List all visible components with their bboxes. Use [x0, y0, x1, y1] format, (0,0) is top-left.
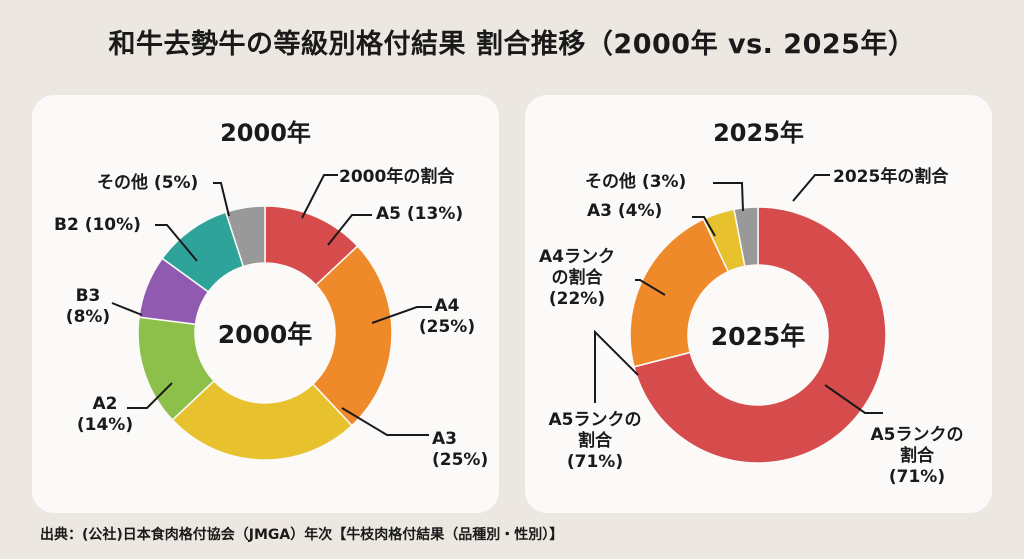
- donut-chart-2000: 2000年 2000年の割合 A5 (13%) A4 (25%) A3 (25%) A2 (14…: [54, 166, 488, 470]
- data-label-A2: A2 (14%): [77, 394, 133, 435]
- leader-line: [713, 182, 744, 212]
- panel-title-2000: 2000年: [220, 119, 311, 147]
- slice-A4-2025年: [629, 218, 730, 368]
- leader-line: [692, 216, 716, 237]
- legend-note: 2025年の割合: [833, 166, 949, 187]
- leader-line: [213, 182, 230, 217]
- data-label-B3: B3 (8%): [66, 286, 110, 327]
- panel-2025: 2025年 2025年 2025年の割合 A5ランクの割合(71%) A4ランクの割合…: [525, 95, 992, 513]
- data-label-A3: A3 (25%): [432, 429, 488, 470]
- leader-line: [594, 329, 639, 403]
- data-label-A4: A4ランクの割合(22%): [539, 247, 615, 309]
- data-label-その他: その他 (3%): [585, 171, 686, 192]
- data-label-A3: A3 (4%): [587, 201, 662, 221]
- leader-line: [155, 224, 198, 262]
- leader-line: [824, 384, 883, 414]
- donut-chart-2025: 2025年 2025年の割合 A5ランクの割合(71%) A4ランクの割合(22%) A…: [539, 166, 964, 487]
- data-label-A5: A5ランクの割合(71%): [871, 425, 964, 487]
- leader-line: [111, 302, 143, 316]
- source-footnote: 出典：(公社)日本食肉格付協会（JMGA）年次【牛枝肉格付結果（品種別・性別）】: [40, 527, 564, 543]
- leader-line: [371, 306, 432, 324]
- leader-line: [635, 279, 666, 296]
- data-label-A4: A4 (25%): [419, 296, 475, 337]
- data-label-B2: B2 (10%): [54, 215, 141, 235]
- panel-title-2025: 2025年: [713, 119, 804, 147]
- leader-line: [127, 382, 173, 409]
- leader-line: [301, 174, 338, 219]
- slice-A5-2025年: [633, 206, 887, 464]
- chart-title: 和牛去勢牛の等級別格付結果 割合推移（2000年 vs. 2025年）: [108, 29, 916, 60]
- leader-line: [792, 174, 830, 202]
- leader-line: [327, 214, 372, 246]
- leader-line: [341, 407, 429, 436]
- center-label: 2025年: [711, 322, 806, 351]
- slice-A4-2000年: [311, 245, 393, 427]
- center-label: 2000年: [218, 320, 313, 349]
- data-label-A5: A5 (13%): [376, 204, 463, 224]
- legend-note: 2000年の割合: [339, 166, 455, 187]
- slice-その他-2000年: [224, 205, 266, 268]
- data-label-その他: その他 (5%): [97, 172, 198, 193]
- slice-A3-2000年: [171, 379, 353, 461]
- panel-2000: 2000年 2000年 2000年の割合 A5 (13%) A4 (25%) A3 (25%…: [32, 95, 499, 513]
- data-label-A5-secondary: A5ランクの割合(71%): [549, 410, 642, 472]
